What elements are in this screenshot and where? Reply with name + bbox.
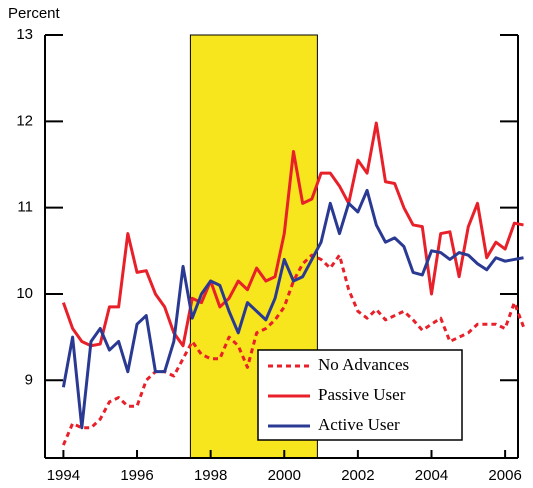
y-tick-label: 10 xyxy=(16,285,33,302)
y-tick-label: 11 xyxy=(17,199,33,216)
data-line xyxy=(61,188,524,430)
y-tick-label: 13 xyxy=(16,26,33,43)
data-line xyxy=(61,121,524,348)
x-tick-label: 1994 xyxy=(47,467,80,484)
x-tick-label: 1996 xyxy=(120,467,153,484)
x-tick-label: 2002 xyxy=(341,467,374,484)
y-axis-label: Percent xyxy=(8,5,61,22)
y-tick-label: 9 xyxy=(25,371,33,388)
x-tick-label: 2000 xyxy=(268,467,301,484)
x-tick-label: 2006 xyxy=(488,467,521,484)
legend-label: Active User xyxy=(318,415,400,434)
legend-label: No Advances xyxy=(318,355,409,374)
legend-label: Passive User xyxy=(318,385,406,404)
y-tick-label: 12 xyxy=(16,112,33,129)
x-tick-label: 1998 xyxy=(194,467,227,484)
x-tick-label: 2004 xyxy=(415,467,448,484)
